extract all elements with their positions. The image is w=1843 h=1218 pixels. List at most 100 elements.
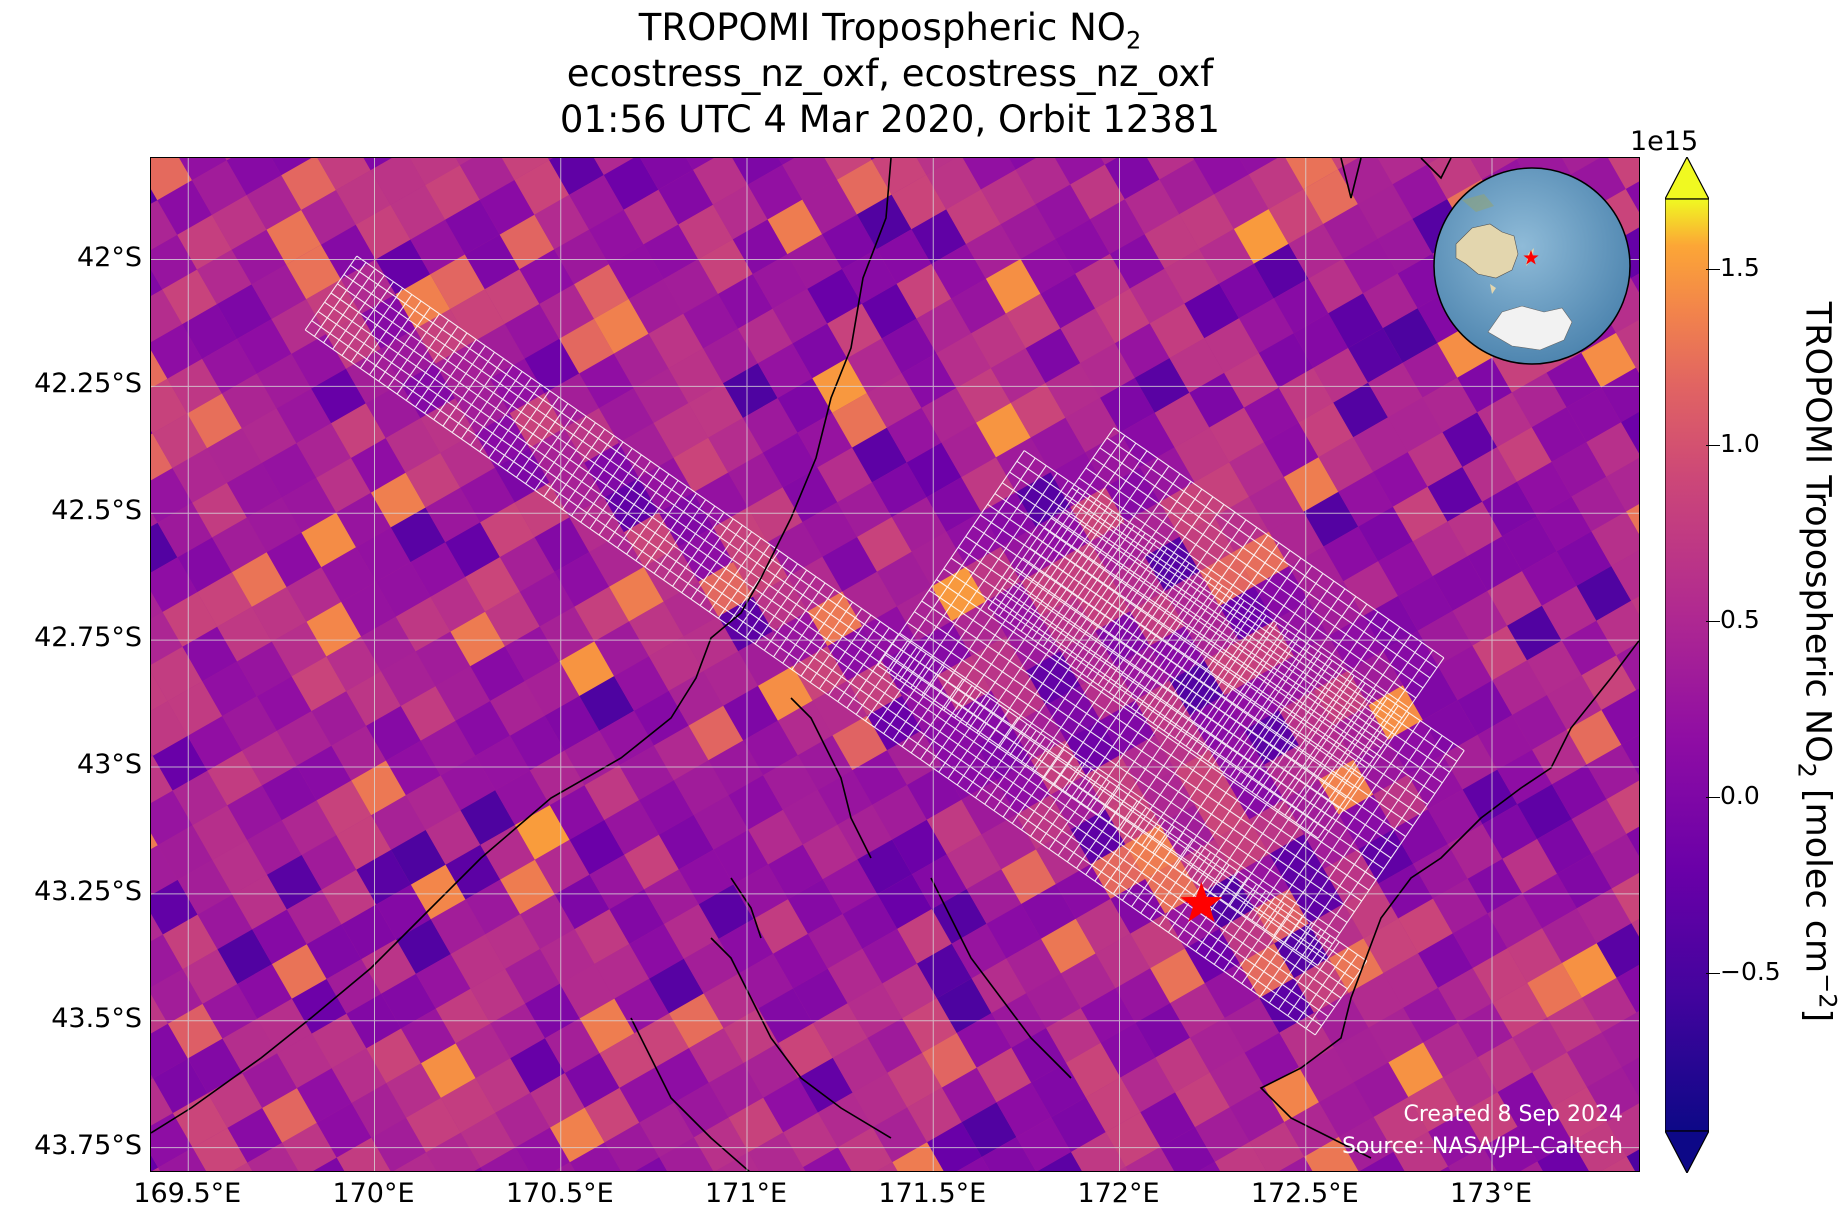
no2-pixel xyxy=(837,482,892,537)
no2-pixel xyxy=(361,939,416,994)
no2-pixel xyxy=(732,219,788,275)
no2-pixel xyxy=(802,502,858,557)
no2-pixel xyxy=(1532,1052,1587,1107)
no2-pixel xyxy=(153,1058,208,1114)
no2-pixel xyxy=(1440,1166,1451,1171)
no2-pixel xyxy=(484,269,540,324)
no2-pixel xyxy=(1576,888,1632,944)
no2-pixel xyxy=(151,833,158,850)
no2-pixel xyxy=(480,502,535,558)
no2-pixel xyxy=(1631,596,1639,615)
no2-pixel xyxy=(262,765,317,821)
no2-pixel xyxy=(847,338,902,394)
no2-pixel xyxy=(931,889,987,944)
map-panel[interactable]: Created 8 Sep 2024 Source: NASA/JPL-Calt… xyxy=(150,157,1640,1172)
no2-pixel xyxy=(1140,1092,1195,1147)
no2-pixel xyxy=(1066,1042,1121,1098)
no2-pixel xyxy=(1552,1087,1607,1142)
no2-pixel xyxy=(386,1063,441,1118)
no2-pixel xyxy=(151,672,168,711)
no2-pixel xyxy=(251,587,307,642)
no2-pixel xyxy=(802,824,858,880)
no2-pixel xyxy=(464,234,520,290)
no2-pixel xyxy=(901,675,957,731)
no2-pixel xyxy=(509,393,565,448)
no2-pixel xyxy=(1611,872,1639,924)
no2-pixel xyxy=(276,388,332,444)
colorbar-tick-label: 0.0 xyxy=(1720,780,1760,810)
longitude-tick-label: 172°E xyxy=(1077,1178,1160,1209)
no2-pixel xyxy=(1318,437,1374,492)
no2-pixel xyxy=(202,984,258,1039)
no2-pixel xyxy=(460,467,515,523)
no2-pixel xyxy=(480,1147,529,1171)
no2-pixel xyxy=(1447,501,1503,557)
no2-pixel xyxy=(1423,1022,1478,1078)
no2-pixel xyxy=(976,1047,1032,1103)
no2-pixel xyxy=(1377,158,1428,185)
no2-pixel xyxy=(852,1072,908,1128)
no2-pixel xyxy=(1616,965,1639,1013)
no2-pixel xyxy=(1368,1007,1424,1063)
no2-pixel xyxy=(1204,318,1259,373)
no2-pixel xyxy=(1333,382,1388,438)
swath-line xyxy=(972,525,1414,827)
no2-pixel xyxy=(1477,392,1532,448)
no2-pixel xyxy=(450,934,506,989)
no2-pixel xyxy=(499,214,555,270)
no2-pixel xyxy=(803,1147,852,1171)
no2-pixel xyxy=(415,954,471,1009)
no2-pixel xyxy=(996,1082,1052,1138)
no2-pixel xyxy=(440,433,495,488)
no2-pixel xyxy=(1333,1027,1389,1083)
no2-pixel xyxy=(1298,402,1354,458)
no2-pixel xyxy=(1562,943,1617,998)
latitude-tick-label: 42.5°S xyxy=(51,495,142,527)
no2-pixel xyxy=(311,691,367,746)
no2-pixel xyxy=(410,219,465,275)
no2-pixel xyxy=(1621,1057,1639,1098)
no2-pixel xyxy=(540,929,595,984)
no2-pixel xyxy=(758,988,813,1044)
no2-pixel xyxy=(346,348,401,404)
no2-pixel xyxy=(316,458,371,513)
no2-pixel xyxy=(574,909,630,964)
no2-pixel xyxy=(1323,204,1378,259)
no2-pixel xyxy=(698,884,754,939)
no2-pixel xyxy=(321,869,377,925)
no2-pixel xyxy=(1571,476,1627,532)
no2-pixel xyxy=(1124,179,1180,235)
no2-pixel xyxy=(594,299,649,354)
no2-pixel xyxy=(151,522,178,573)
no2-pixel xyxy=(881,318,937,374)
no2-pixel xyxy=(619,1068,674,1123)
no2-pixel xyxy=(251,264,307,320)
no2-pixel xyxy=(415,631,471,687)
no2-pixel xyxy=(886,407,942,463)
no2-pixel xyxy=(1115,968,1171,1023)
no2-pixel xyxy=(480,825,535,880)
no2-pixel xyxy=(1393,809,1448,864)
no2-pixel xyxy=(1497,749,1552,805)
no2-pixel xyxy=(151,934,183,988)
no2-pixel xyxy=(1403,665,1458,720)
no2-pixel xyxy=(941,422,996,478)
no2-pixel xyxy=(1303,169,1358,224)
no2-pixel xyxy=(291,334,346,389)
no2-pixel xyxy=(1160,1127,1215,1171)
no2-pixel xyxy=(1037,1152,1082,1171)
no2-pixel xyxy=(901,353,957,408)
no2-pixel xyxy=(1179,194,1234,249)
no2-pixel xyxy=(936,333,991,388)
no2-pixel xyxy=(363,158,392,171)
no2-pixel xyxy=(554,874,610,930)
no2-pixel xyxy=(1129,268,1185,324)
no2-pixel xyxy=(673,760,729,815)
no2-pixel xyxy=(870,158,876,160)
no2-pixel xyxy=(608,244,664,299)
no2-pixel xyxy=(782,790,838,845)
swath-line xyxy=(356,255,1368,962)
no2-pixel xyxy=(777,700,833,756)
no2-pixel xyxy=(236,319,292,374)
no2-pixel xyxy=(1382,308,1438,363)
